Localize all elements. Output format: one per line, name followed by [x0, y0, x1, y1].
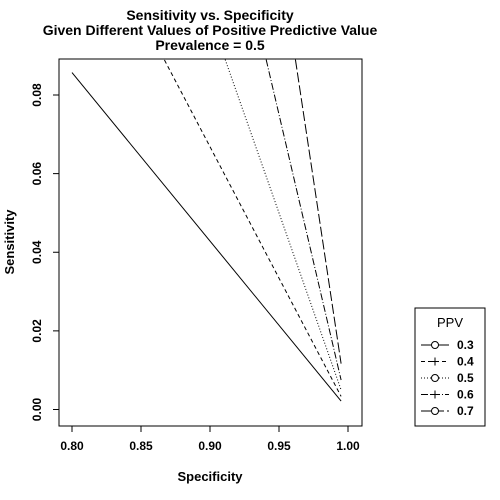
y-axis: 0.00 0.02 0.04 0.06 0.08 — [30, 83, 59, 421]
x-tick-label: 0.85 — [129, 439, 153, 453]
y-tick-label: 0.04 — [30, 240, 44, 264]
legend-item: 0.6 — [421, 388, 474, 402]
legend-label: 0.5 — [457, 371, 474, 385]
series-line-ppv-0-4 — [164, 59, 342, 397]
y-tick-label: 0.00 — [30, 397, 44, 421]
series-line-ppv-0-7 — [294, 59, 342, 364]
chart-title-line-3: Prevalence = 0.5 — [155, 37, 265, 53]
y-axis-label: Sensitivity — [2, 209, 17, 275]
legend-circle-marker — [431, 407, 439, 415]
series-line-ppv-0-3 — [71, 72, 342, 402]
legend-label: 0.4 — [457, 355, 474, 369]
legend-item: 0.3 — [421, 338, 474, 352]
legend-circle-marker — [431, 341, 439, 349]
legend-label: 0.6 — [457, 388, 474, 402]
legend-label: 0.7 — [457, 404, 474, 418]
x-tick-label: 0.80 — [60, 439, 84, 453]
legend-item: 0.5 — [421, 371, 474, 385]
x-tick-label: 0.90 — [198, 439, 222, 453]
legend-circle-marker — [431, 374, 439, 382]
legend-label: 0.3 — [457, 338, 474, 352]
x-axis-label: Specificity — [177, 469, 243, 484]
series-lines — [71, 59, 342, 402]
series-line-ppv-0-5 — [224, 59, 342, 391]
legend-box — [414, 307, 486, 427]
y-tick-label: 0.02 — [30, 319, 44, 343]
y-tick-label: 0.06 — [30, 162, 44, 186]
legend-title: PPV — [437, 315, 463, 330]
legend-item: 0.4 — [421, 355, 474, 369]
legend-item: 0.7 — [421, 404, 474, 418]
series-line-ppv-0-6 — [265, 59, 342, 381]
x-tick-label: 1.00 — [336, 439, 360, 453]
x-tick-label: 0.95 — [267, 439, 291, 453]
y-tick-label: 0.08 — [30, 83, 44, 107]
legend-items: 0.3 0.4 0.5 0.6 0.7 — [421, 338, 474, 418]
legend-plus-marker — [431, 390, 439, 399]
x-axis: 0.80 0.85 0.90 0.95 1.00 — [60, 426, 360, 453]
chart-title-line-1: Sensitivity vs. Specificity — [126, 7, 294, 23]
legend: PPV 0.3 0.4 0.5 0.6 0.7 — [414, 307, 486, 427]
legend-plus-marker — [431, 357, 439, 366]
chart-title-line-2: Given Different Values of Positive Predi… — [43, 22, 378, 38]
